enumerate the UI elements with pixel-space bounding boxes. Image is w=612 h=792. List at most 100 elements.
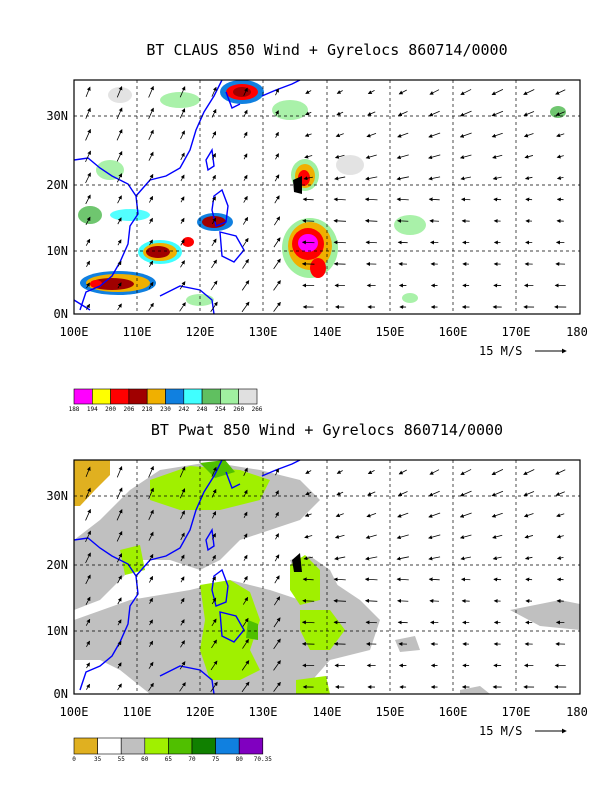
wind-vector (305, 491, 312, 496)
colorbar-swatch (238, 388, 258, 405)
wind-vector (211, 131, 217, 139)
wind-vector (149, 217, 153, 224)
wind-vector (302, 577, 314, 582)
claus-x-tick: 150E (376, 325, 405, 339)
wind-vector (180, 152, 185, 161)
wind-vector (85, 238, 91, 246)
wind-vector (459, 512, 472, 518)
wind-vector (211, 86, 217, 97)
pwat-gyre-markers (292, 553, 302, 572)
wind-vector (336, 491, 344, 496)
wind-vector (242, 617, 249, 627)
wind-vector (334, 154, 345, 159)
coast-taiwan (205, 147, 215, 172)
wind-vector (180, 260, 185, 268)
claus-x-tick: 170E (502, 325, 531, 339)
wind-vector (180, 640, 185, 648)
wind-vector (304, 513, 312, 517)
claus-y-tick: 20N (46, 178, 68, 192)
wind-vector (117, 683, 122, 691)
wind-vector (275, 153, 279, 160)
wind-vector (302, 218, 315, 223)
claus-shading (74, 80, 580, 314)
claus-x-tick: 120E (186, 325, 215, 339)
claus-x-axis: 100E 110E 120E 130E 140E 150E 160E 170E … (60, 325, 588, 339)
wind-vector (179, 488, 186, 499)
wind-vector (116, 107, 123, 120)
wind-vector (211, 238, 217, 247)
wind-vector (460, 176, 472, 181)
coast-korea (225, 91, 241, 109)
wind-vector (398, 89, 407, 95)
wind-vector (148, 107, 154, 119)
wind-vector (333, 577, 346, 582)
wind-vector (241, 681, 250, 693)
wind-vector (397, 512, 409, 518)
claus-wind-vectors (85, 85, 567, 313)
colorbar-swatch (128, 388, 148, 405)
wind-vector (148, 531, 154, 541)
wind-vector (492, 534, 503, 539)
wind-vector (273, 237, 281, 248)
wind-vector (523, 111, 535, 117)
wind-vector (555, 491, 565, 496)
wind-vector (211, 618, 217, 627)
wind-vector (117, 597, 122, 605)
wind-vector (524, 176, 533, 180)
wind-vector (243, 131, 248, 139)
wind-vector (148, 682, 154, 691)
wind-vector (366, 133, 377, 138)
claus-cloud-cluster-w (138, 240, 182, 264)
colorbar-swatch (168, 737, 193, 755)
wind-vector (117, 217, 122, 225)
pwat-x-tick: 180 (566, 705, 588, 719)
wind-vector (333, 197, 346, 202)
wind-vector (116, 173, 123, 183)
pwat-y-tick: 20N (46, 558, 68, 572)
wind-vector (524, 534, 534, 539)
wind-vector (428, 512, 441, 518)
wind-vector (428, 490, 440, 497)
pwat-coastlines (74, 460, 301, 694)
wind-vector (365, 154, 377, 159)
wind-vector (148, 281, 154, 289)
wind-vector (116, 466, 123, 478)
claus-y-axis: 0N 10N 20N 30N (46, 109, 68, 321)
wind-vector (367, 111, 376, 116)
wind-vector (179, 682, 186, 692)
pwat-x-tick: 150E (376, 705, 405, 719)
colorbar-swatch (238, 737, 264, 755)
colorbar-level-label: 55 (118, 756, 126, 763)
wind-vector (556, 133, 565, 138)
wind-vector (396, 534, 409, 540)
wind-vector (85, 466, 91, 477)
wind-vector (180, 239, 185, 246)
wind-vector (179, 86, 186, 98)
wind-vector (273, 617, 281, 628)
pwat-shading (74, 460, 580, 694)
wind-vector (429, 89, 440, 95)
wind-vector (367, 89, 375, 95)
claus-x-tick: 110E (123, 325, 152, 339)
wind-vector (491, 512, 503, 518)
wind-vector (243, 533, 248, 540)
wind-vector (86, 260, 90, 267)
wind-vector (397, 491, 408, 496)
wind-vector (492, 154, 503, 159)
wind-vector (243, 174, 248, 181)
wind-vector (180, 532, 185, 541)
claus-y-tick: 10N (46, 244, 68, 258)
wind-vector (459, 110, 472, 117)
wind-vector (212, 576, 216, 583)
wind-vector (148, 661, 154, 669)
wind-vector (275, 511, 279, 518)
colorbar-level-label: 230 (160, 406, 171, 413)
wind-vector (366, 513, 377, 518)
claus-x-tick: 160E (439, 325, 468, 339)
wind-vector (149, 195, 153, 203)
wind-vector (148, 640, 154, 647)
wind-vector (180, 597, 185, 604)
gyre-marker-north (292, 553, 302, 572)
wind-vector (85, 216, 91, 226)
wind-vector (212, 174, 216, 181)
